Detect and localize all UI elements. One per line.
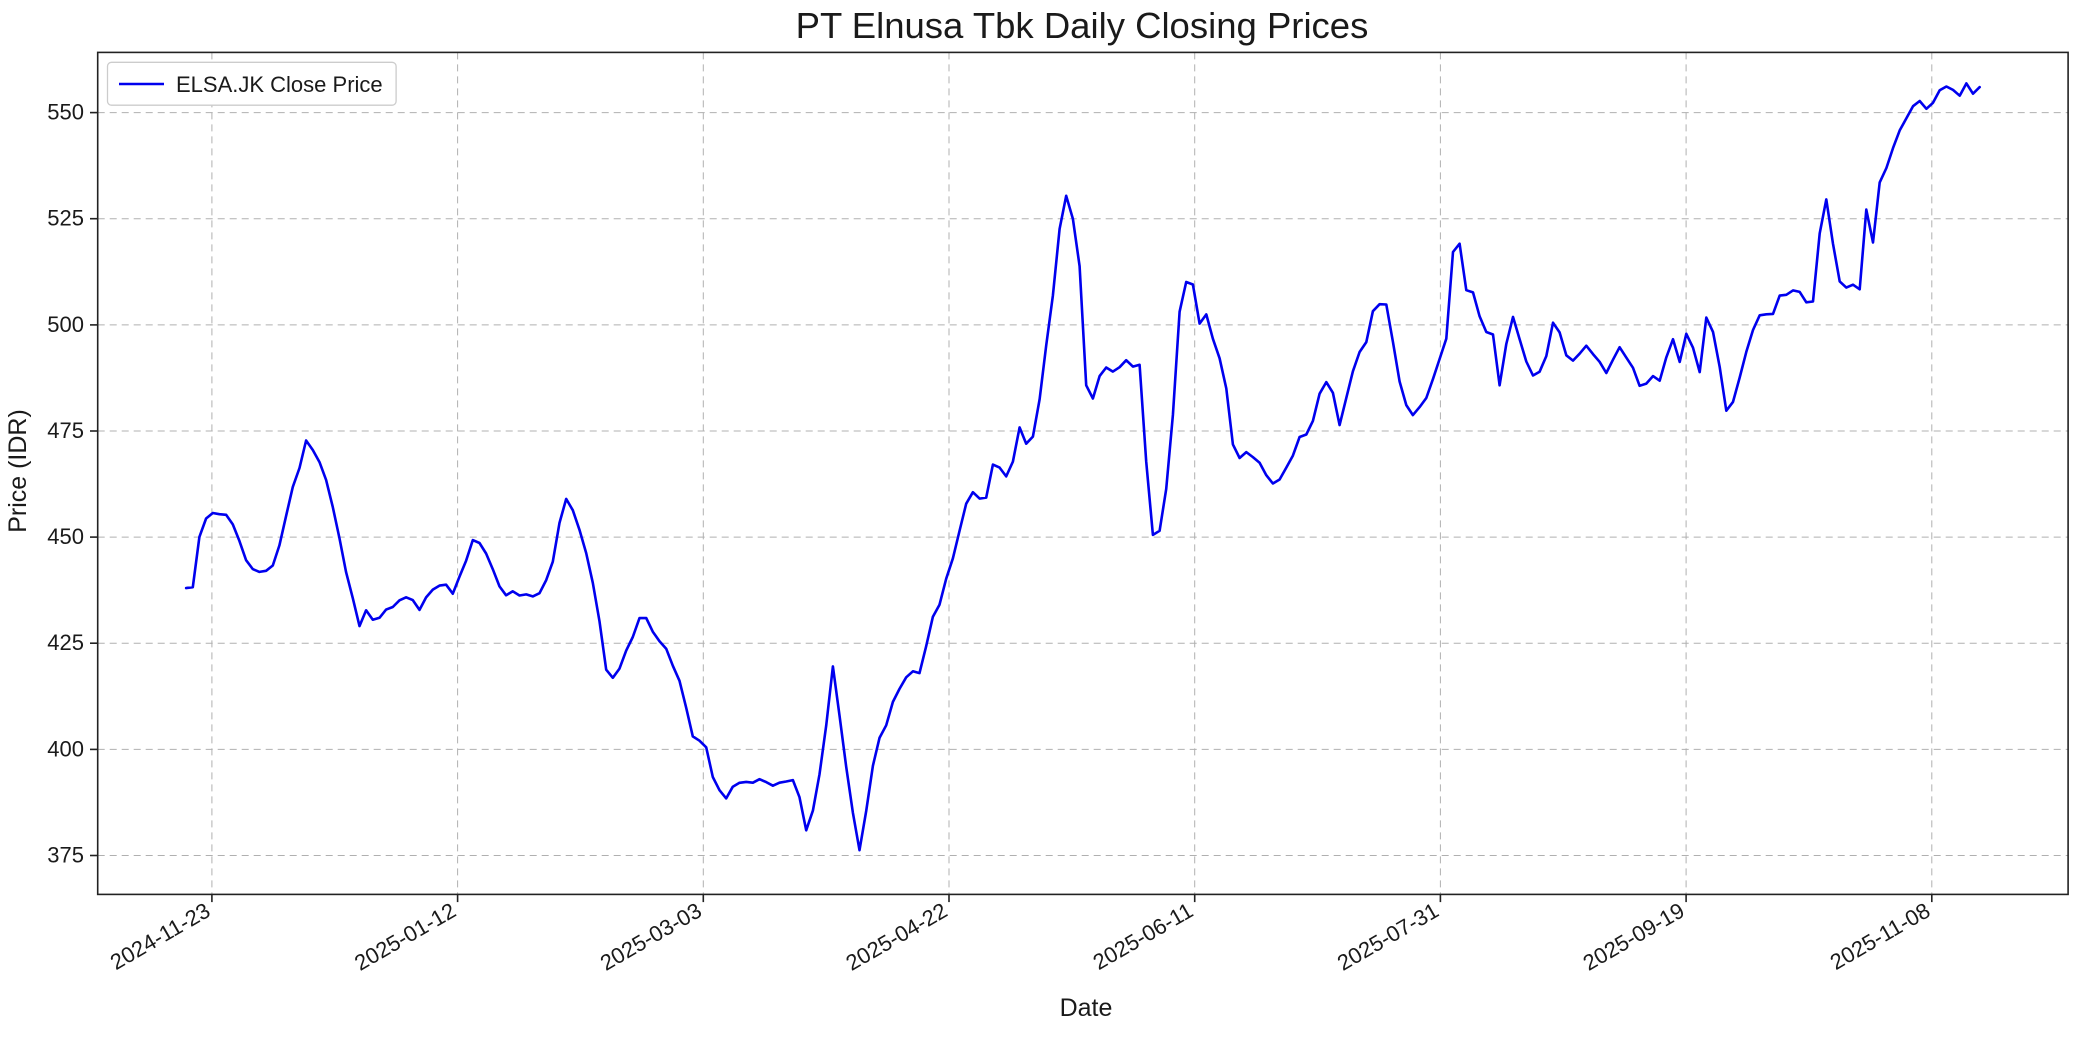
svg-text:500: 500 (47, 312, 84, 337)
svg-text:425: 425 (47, 630, 84, 655)
svg-text:525: 525 (47, 206, 84, 231)
svg-text:ELSA.JK Close Price: ELSA.JK Close Price (176, 72, 383, 97)
svg-text:475: 475 (47, 418, 84, 443)
svg-text:Date: Date (1060, 994, 1113, 1022)
svg-text:400: 400 (47, 736, 84, 761)
svg-text:550: 550 (47, 100, 84, 125)
svg-text:PT Elnusa Tbk Daily Closing Pr: PT Elnusa Tbk Daily Closing Prices (796, 5, 1369, 46)
svg-text:450: 450 (47, 524, 84, 549)
svg-text:375: 375 (47, 843, 84, 868)
svg-text:Price (IDR): Price (IDR) (4, 409, 32, 533)
